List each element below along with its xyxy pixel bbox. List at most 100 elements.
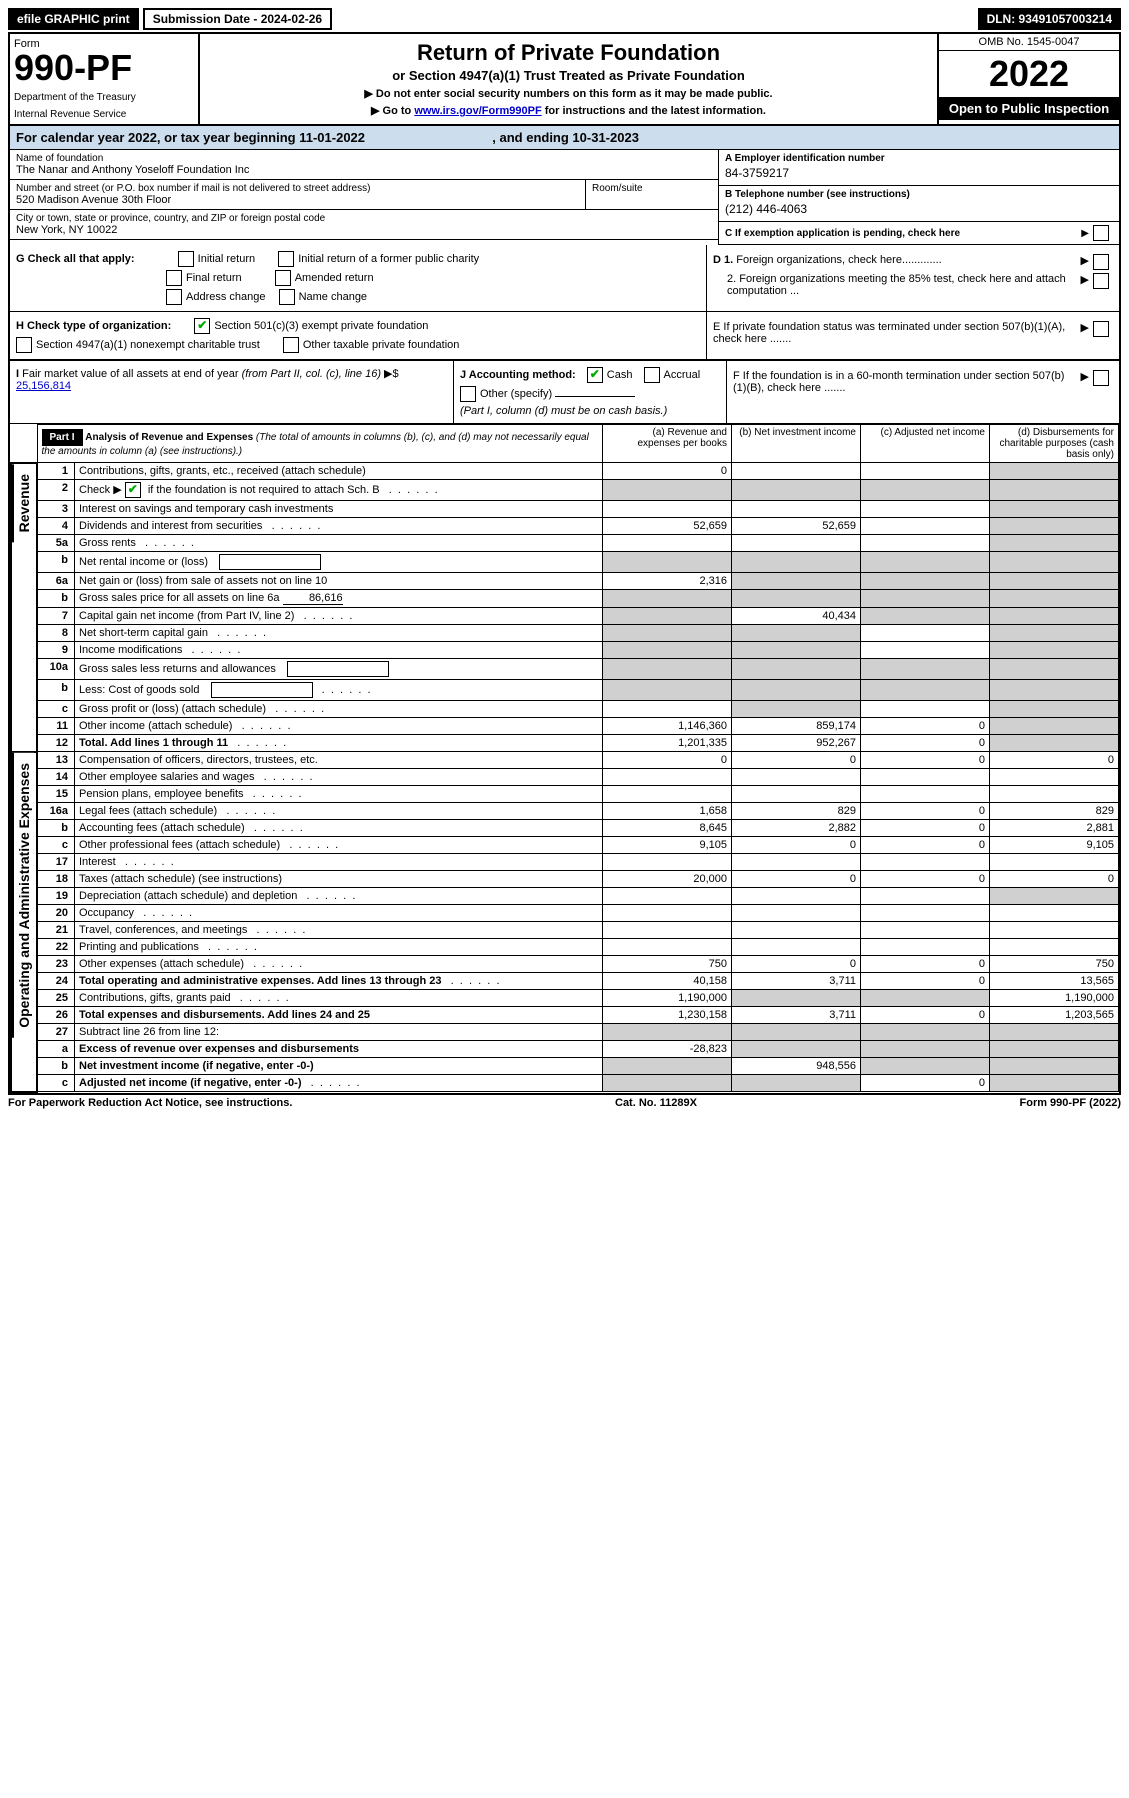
- cell-c: 0: [861, 871, 990, 888]
- row-number: c: [37, 701, 75, 718]
- cell-c: [861, 625, 990, 642]
- cell-d: [990, 888, 1119, 905]
- paperwork-notice: For Paperwork Reduction Act Notice, see …: [8, 1097, 292, 1109]
- open-to-public: Open to Public Inspection: [939, 97, 1119, 120]
- cell-c: 0: [861, 820, 990, 837]
- cell-a: [603, 642, 732, 659]
- row-desc: Other income (attach schedule) . . . . .…: [75, 718, 603, 735]
- e-label: E If private foundation status was termi…: [713, 321, 1077, 345]
- row-desc: Pension plans, employee benefits . . . .…: [75, 786, 603, 803]
- cell-a: [603, 552, 732, 573]
- i-label: Fair market value of all assets at end o…: [22, 368, 399, 380]
- cell-a: [603, 939, 732, 956]
- j-accrual-checkbox[interactable]: [644, 367, 660, 383]
- form-container: Form 990-PF Department of the Treasury I…: [8, 32, 1121, 1095]
- h3-checkbox[interactable]: [283, 337, 299, 353]
- city-state-zip: New York, NY 10022: [16, 224, 712, 236]
- row-desc: Check ▶ ✔ if the foundation is not requi…: [75, 480, 603, 501]
- j-other-checkbox[interactable]: [460, 386, 476, 402]
- foundation-name: The Nanar and Anthony Yoseloff Foundatio…: [16, 164, 712, 176]
- cell-d: [990, 786, 1119, 803]
- row-number: a: [37, 1041, 75, 1058]
- cell-d: [990, 1024, 1119, 1041]
- row-number: 7: [37, 608, 75, 625]
- ssn-warning: ▶ Do not enter social security numbers o…: [208, 87, 929, 100]
- efile-button[interactable]: efile GRAPHIC print: [8, 8, 139, 30]
- g-name-checkbox[interactable]: [279, 289, 295, 305]
- instructions-link[interactable]: www.irs.gov/Form990PF: [414, 105, 541, 117]
- cell-a: 9,105: [603, 837, 732, 854]
- check-section-h: H Check type of organization: ✔Section 5…: [10, 312, 1119, 360]
- g-amended-checkbox[interactable]: [275, 270, 291, 286]
- cell-a: -28,823: [603, 1041, 732, 1058]
- g-initial-former-checkbox[interactable]: [278, 251, 294, 267]
- cell-d: 750: [990, 956, 1119, 973]
- arrow-icon: ▶: [1081, 370, 1089, 394]
- foundation-info: Name of foundation The Nanar and Anthony…: [10, 150, 1119, 245]
- row-number: 20: [37, 905, 75, 922]
- cell-b: [732, 680, 861, 701]
- cell-d: [990, 480, 1119, 501]
- c-label: C If exemption application is pending, c…: [725, 228, 1077, 239]
- cell-b: [732, 1075, 861, 1092]
- h1-checkbox[interactable]: ✔: [194, 318, 210, 334]
- cell-b: 0: [732, 871, 861, 888]
- row-desc: Contributions, gifts, grants paid . . . …: [75, 990, 603, 1007]
- cell-c: [861, 590, 990, 608]
- row-desc: Gross rents . . . . . .: [75, 535, 603, 552]
- cell-c: 0: [861, 718, 990, 735]
- row-number: b: [37, 680, 75, 701]
- f-checkbox[interactable]: [1093, 370, 1109, 386]
- fmv-link[interactable]: 25,156,814: [16, 380, 71, 392]
- footer: For Paperwork Reduction Act Notice, see …: [8, 1097, 1121, 1109]
- cell-b: [732, 642, 861, 659]
- cell-d: [990, 680, 1119, 701]
- row-desc: Travel, conferences, and meetings . . . …: [75, 922, 603, 939]
- cell-b: 0: [732, 752, 861, 769]
- cell-b: [732, 573, 861, 590]
- cell-c: [861, 659, 990, 680]
- row-number: 21: [37, 922, 75, 939]
- cell-d: [990, 718, 1119, 735]
- cell-a: [603, 659, 732, 680]
- cell-d: [990, 501, 1119, 518]
- row-number: 24: [37, 973, 75, 990]
- row-desc: Net rental income or (loss): [75, 552, 603, 573]
- cell-c: [861, 1058, 990, 1075]
- cell-c: 0: [861, 1075, 990, 1092]
- cell-c: 0: [861, 973, 990, 990]
- cell-c: [861, 1024, 990, 1041]
- col-c-header: (c) Adjusted net income: [861, 425, 990, 463]
- g-initial-checkbox[interactable]: [178, 251, 194, 267]
- row-number: 3: [37, 501, 75, 518]
- row-desc: Interest on savings and temporary cash i…: [75, 501, 603, 518]
- row-number: 8: [37, 625, 75, 642]
- cell-a: [603, 680, 732, 701]
- g-final-checkbox[interactable]: [166, 270, 182, 286]
- cell-d: [990, 590, 1119, 608]
- cell-b: [732, 501, 861, 518]
- row-number: 9: [37, 642, 75, 659]
- cell-a: [603, 590, 732, 608]
- cell-d: [990, 735, 1119, 752]
- g-address-checkbox[interactable]: [166, 289, 182, 305]
- d2-label: 2. Foreign organizations meeting the 85%…: [713, 273, 1077, 297]
- cell-a: 0: [603, 463, 732, 480]
- cell-b: 52,659: [732, 518, 861, 535]
- cell-b: 0: [732, 956, 861, 973]
- row-desc: Net gain or (loss) from sale of assets n…: [75, 573, 603, 590]
- c-checkbox[interactable]: [1093, 225, 1109, 241]
- d2-checkbox[interactable]: [1093, 273, 1109, 289]
- cell-b: [732, 480, 861, 501]
- cell-d: [990, 905, 1119, 922]
- cell-c: [861, 608, 990, 625]
- cell-c: [861, 990, 990, 1007]
- h2-checkbox[interactable]: [16, 337, 32, 353]
- cell-b: [732, 590, 861, 608]
- cell-b: [732, 1041, 861, 1058]
- e-checkbox[interactable]: [1093, 321, 1109, 337]
- cell-a: 2,316: [603, 573, 732, 590]
- arrow-icon: ▶: [1081, 254, 1089, 270]
- d1-checkbox[interactable]: [1093, 254, 1109, 270]
- j-cash-checkbox[interactable]: ✔: [587, 367, 603, 383]
